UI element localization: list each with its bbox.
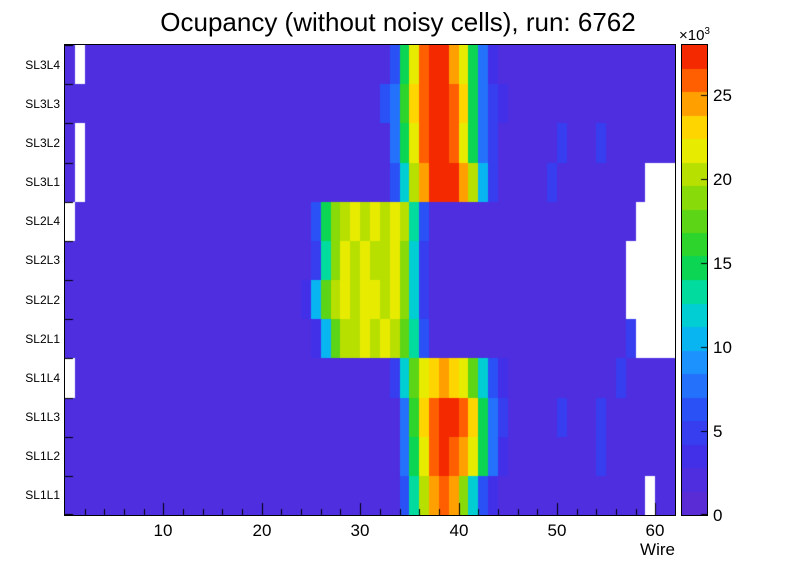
y-axis-label-SL3L2: SL3L2	[25, 136, 60, 150]
y-axis-label-SL1L3: SL1L3	[25, 410, 60, 424]
x-tick-label-20: 20	[252, 521, 272, 540]
z-tick-label-0: 0	[713, 506, 723, 525]
x-tick-label-10: 10	[153, 521, 173, 540]
z-scale-exponent: ×103	[679, 26, 710, 44]
y-axis-label-SL3L1: SL3L1	[25, 175, 60, 189]
y-axis-label-SL2L3: SL2L3	[25, 253, 60, 267]
chart-title: Ocupancy (without noisy cells), run: 676…	[160, 7, 636, 37]
color-scale-bar	[681, 44, 708, 516]
z-tick-label-20: 20	[713, 170, 732, 189]
x-axis-title: Wire	[640, 540, 675, 559]
plot-frame	[64, 44, 676, 516]
y-axis-label-SL3L4: SL3L4	[25, 58, 60, 72]
z-tick-label-15: 15	[713, 254, 732, 273]
color-scale-canvas	[682, 45, 707, 515]
z-tick-label-25: 25	[713, 86, 732, 105]
z-tick-label-10: 10	[713, 338, 732, 357]
y-axis-label-SL1L4: SL1L4	[25, 371, 60, 385]
y-axis-label-SL2L4: SL2L4	[25, 214, 60, 228]
z-tick-label-5: 5	[713, 422, 723, 441]
z-scale-exp: 3	[704, 26, 710, 37]
x-tick-label-60: 60	[645, 521, 665, 540]
x-tick-label-30: 30	[350, 521, 370, 540]
y-axis-label-SL2L2: SL2L2	[25, 293, 60, 307]
y-axis-label-SL1L2: SL1L2	[25, 449, 60, 463]
x-tick-label-40: 40	[449, 521, 469, 540]
y-axis-label-SL2L1: SL2L1	[25, 332, 60, 346]
x-tick-label-50: 50	[547, 521, 567, 540]
y-axis-label-SL3L3: SL3L3	[25, 97, 60, 111]
heatmap-canvas	[65, 45, 675, 515]
y-axis-label-SL1L1: SL1L1	[25, 488, 60, 502]
z-scale-base: ×10	[679, 27, 705, 44]
